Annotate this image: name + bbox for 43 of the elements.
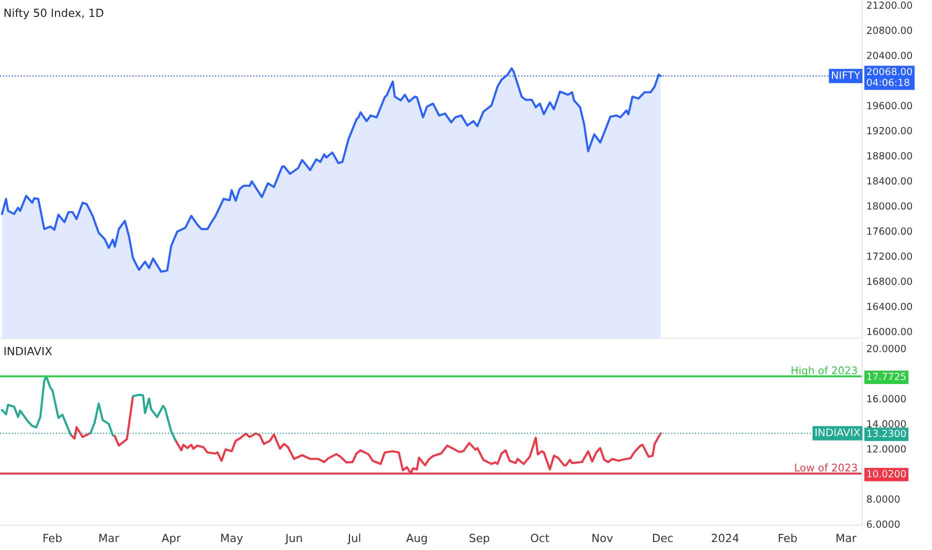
y-tick-label: 20400.00 xyxy=(866,52,912,60)
y-tick-label: 8.0000 xyxy=(866,495,900,503)
y-tick-label: 16800.00 xyxy=(867,278,912,285)
y-tick-label: 21200.00 xyxy=(866,2,912,9)
y-tick-label: 17600.00 xyxy=(867,227,912,235)
y-tick-label: 20068.00 04:06:18 xyxy=(866,68,912,86)
x-tick-label: Nov xyxy=(592,534,613,542)
y-tick-label: 16000.00 xyxy=(867,328,912,336)
x-tick-label: 2024 xyxy=(712,534,739,542)
x-tick-label: Oct xyxy=(530,534,550,542)
x-tick-label: Dec xyxy=(653,534,673,542)
x-tick-label: Mar xyxy=(836,534,856,542)
y-tick-label: 20.0000 xyxy=(866,344,906,352)
y-tick-label: 18800.00 xyxy=(867,152,912,160)
y-tick-label: 6.0000 xyxy=(866,520,900,528)
y-tick-label: 18400.00 xyxy=(867,177,912,185)
chart-title: INDIAVIX xyxy=(4,347,52,356)
x-tick-label: Feb xyxy=(778,534,797,542)
ref-line-label: High of 2023 xyxy=(792,366,857,376)
y-tick-label: 18000.00 xyxy=(867,202,912,210)
y-tick-label: 17.7725 xyxy=(867,372,906,380)
x-tick-label: Jul xyxy=(347,534,360,544)
y-tick-label: 10.0200 xyxy=(867,470,906,478)
y-tick-label: 14.0000 xyxy=(867,420,906,428)
x-tick-label: Feb xyxy=(44,534,62,542)
y-tick-label: 12.0000 xyxy=(867,445,906,453)
x-tick-label: Sep xyxy=(470,534,490,544)
y-tick-label: 19600.00 xyxy=(867,102,912,110)
x-tick-label: May xyxy=(221,534,243,544)
y-tick-label: 20800.00 xyxy=(866,26,912,34)
y-tick-label: 13.2300 xyxy=(867,430,906,438)
y-tick-label: 16400.00 xyxy=(867,302,912,310)
x-tick-label: Apr xyxy=(162,534,181,544)
x-tick-label: Jun xyxy=(284,534,302,544)
x-tick-label: Mar xyxy=(99,534,120,542)
text: Nifty 50 Index, 1D xyxy=(4,8,104,20)
x-tick-label: Aug xyxy=(406,534,427,544)
y-tick-label: 16.0000 xyxy=(867,395,906,402)
y-tick-label: 17200.00 xyxy=(867,252,912,260)
ref-line-label: NIFTY xyxy=(832,71,860,79)
y-tick-label: 19200.00 xyxy=(867,127,912,134)
ref-line-label: Low of 2023 xyxy=(795,463,857,472)
ref-line-label: INDIAVIX xyxy=(816,428,860,436)
